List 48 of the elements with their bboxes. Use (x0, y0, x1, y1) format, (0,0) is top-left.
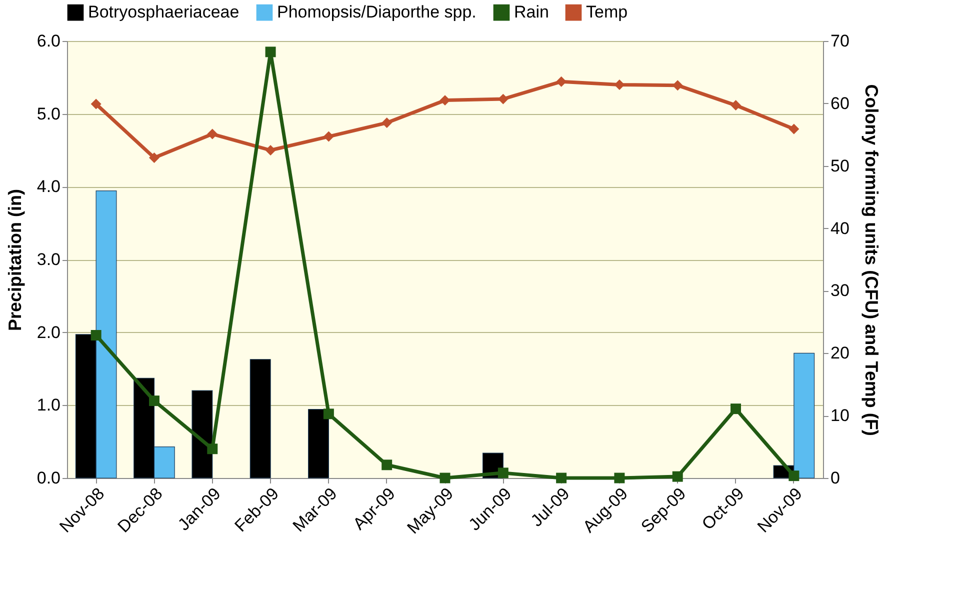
point (788, 470, 800, 482)
point (323, 131, 334, 142)
point (148, 396, 160, 406)
y2-tick-label: 50 (830, 156, 850, 176)
point (556, 472, 567, 484)
y-tick-label: 6.0 (36, 32, 60, 50)
point (672, 471, 683, 482)
legend-label: Rain (514, 2, 549, 22)
y-tick-label: 0.0 (36, 468, 60, 488)
legend-label: Botryosphaeriaceae (88, 2, 240, 22)
y2-tick-label: 0 (830, 468, 840, 488)
y2-tick-label: 30 (830, 281, 850, 300)
point (90, 330, 102, 340)
point (323, 408, 334, 420)
bar (308, 409, 329, 478)
point (614, 472, 625, 484)
point (440, 472, 450, 484)
y-axis-title: Precipitation (in) (4, 188, 25, 332)
y2-tick-label: 10 (830, 406, 850, 426)
point (382, 460, 392, 470)
y-tick-label: 4.0 (36, 177, 60, 196)
y-tick-label: 5.0 (36, 104, 60, 124)
point (440, 95, 450, 106)
y2-tick-label: 60 (830, 94, 850, 113)
point (730, 404, 742, 414)
point (788, 124, 800, 134)
point (382, 118, 392, 128)
point (614, 79, 625, 90)
y2-tick-label: 70 (830, 32, 850, 50)
point (207, 128, 218, 140)
point (730, 100, 742, 111)
legend-label: Temp (586, 2, 628, 22)
legend-label: Phomopsis/Diaporthe spp. (277, 2, 476, 22)
point (498, 468, 508, 478)
bar (192, 390, 213, 478)
y2-tick-label: 20 (830, 344, 850, 363)
point (556, 76, 567, 87)
y-tick-label: 2.0 (36, 322, 60, 342)
y-tick-label: 1.0 (36, 396, 60, 415)
y2-axis-title: Colony forming units (CFU) and Temp (F) (861, 84, 882, 436)
point (265, 145, 276, 156)
point (207, 444, 218, 454)
point (90, 98, 102, 110)
point (148, 152, 160, 163)
y2-tick-label: 40 (830, 218, 850, 238)
bar (250, 359, 271, 478)
y-tick-label: 3.0 (36, 250, 60, 269)
point (265, 46, 276, 58)
